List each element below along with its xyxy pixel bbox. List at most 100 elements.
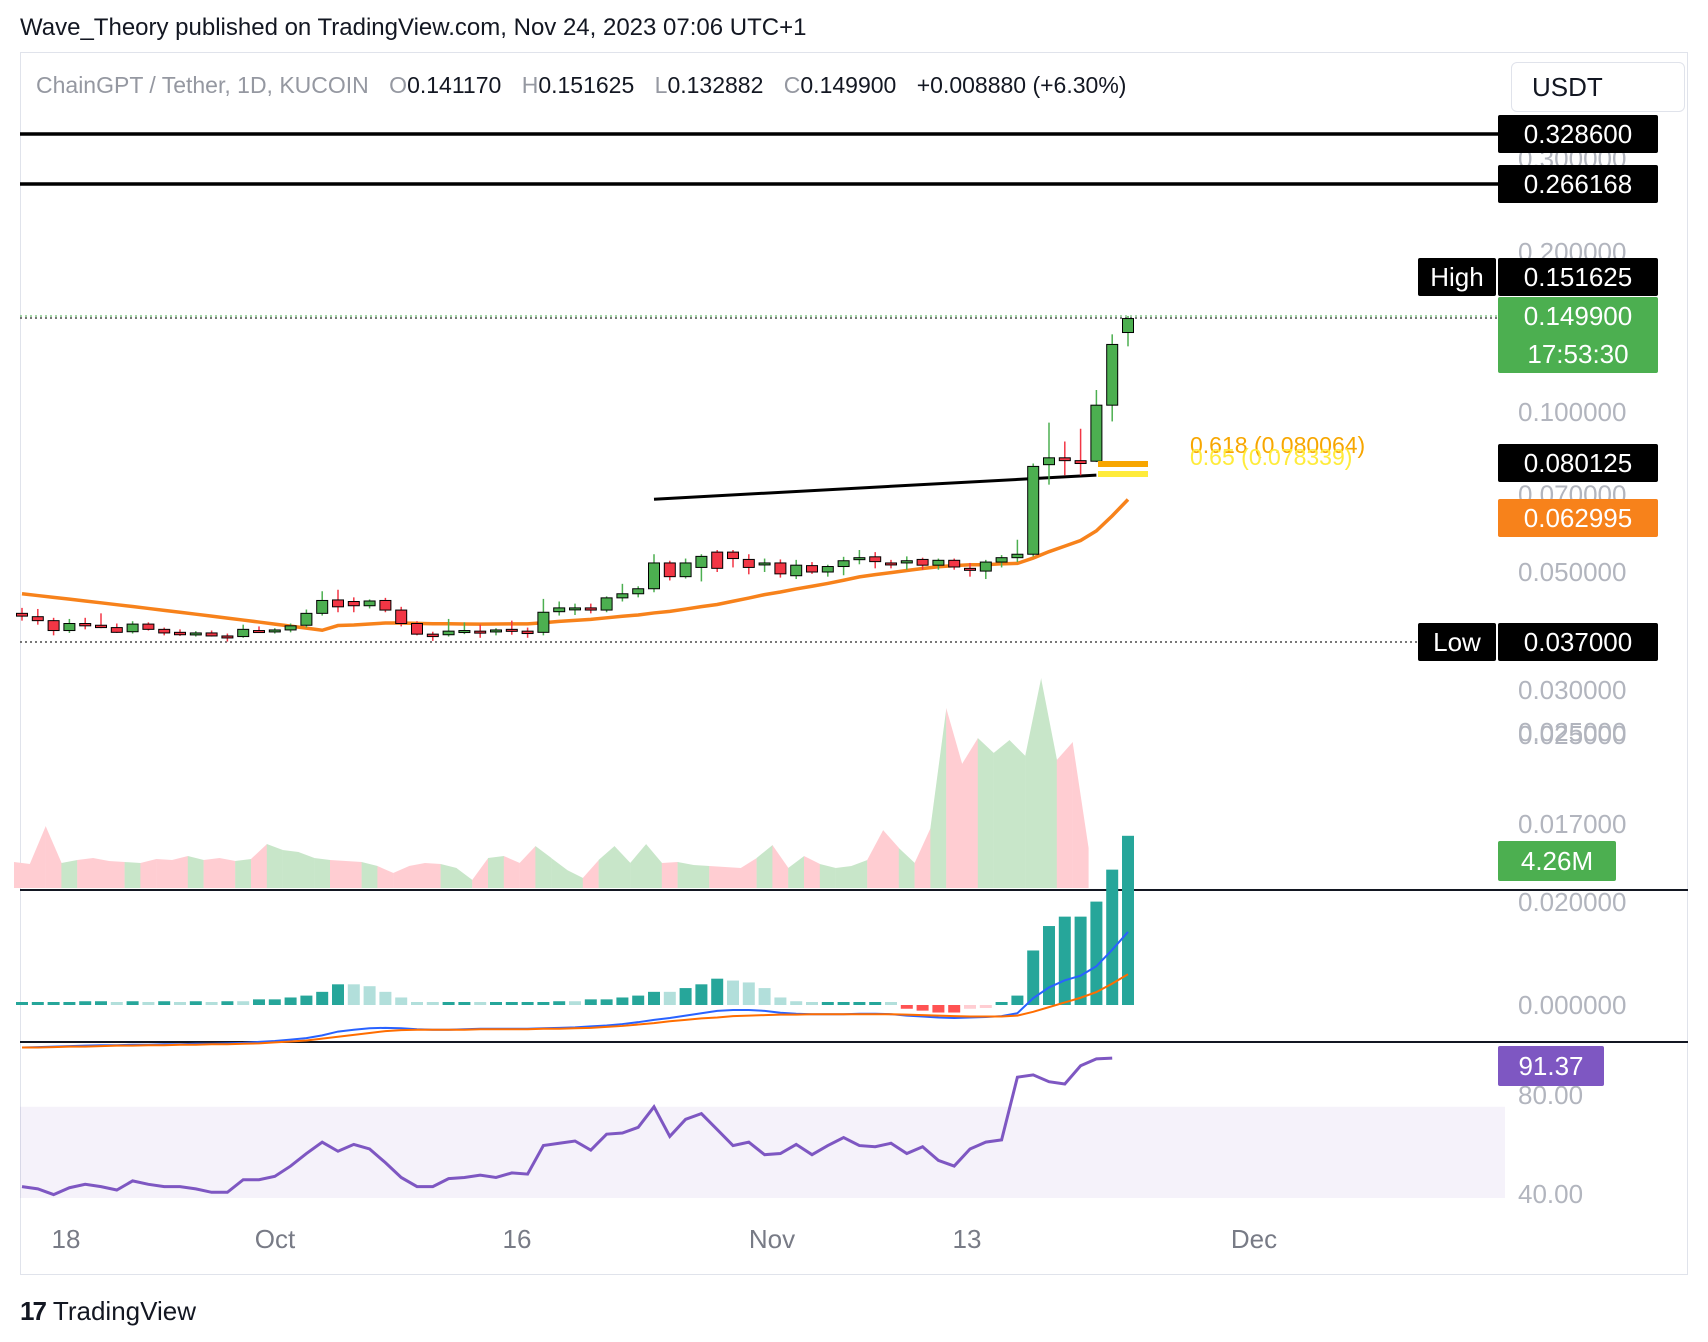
macd-histogram-bar — [1043, 926, 1055, 1005]
candle-body — [600, 597, 613, 611]
candle-body — [110, 627, 123, 633]
macd-histogram-bar — [237, 1001, 250, 1005]
symbol-legend: ChainGPT / Tether, 1D, KUCOIN O0.141170 … — [36, 72, 1126, 99]
rsi-label-box — [1498, 1046, 1604, 1086]
x-axis-tick: Nov — [749, 1224, 795, 1254]
volume-area-segment — [456, 868, 473, 888]
macd-histogram-bar — [1058, 916, 1071, 1005]
volume-area-segment — [93, 858, 109, 888]
candle-body — [63, 623, 76, 632]
volume-area-segment — [977, 738, 994, 888]
volume-area-segment — [535, 846, 552, 888]
candle-body — [505, 628, 518, 632]
symbol-name[interactable]: ChainGPT / Tether, 1D, KUCOIN — [36, 72, 369, 98]
volume-area-segment — [377, 866, 394, 888]
macd-axis-tick: 0.020000 — [1518, 887, 1626, 917]
macd-axis-tick: 0.000000 — [1518, 990, 1626, 1020]
candle-body — [885, 562, 897, 566]
macd-histogram-bar — [821, 1002, 834, 1005]
volume-area-segment — [914, 828, 931, 888]
volume-area-segment — [124, 862, 141, 888]
volume-area-segment — [646, 844, 662, 888]
price-axis-tick: 0.050000 — [1518, 557, 1626, 587]
candle-body — [1106, 343, 1119, 406]
price-label-tag-box — [1418, 623, 1496, 661]
candle-body — [1058, 457, 1071, 462]
volume-area-segment — [172, 856, 188, 888]
volume-area-segment — [203, 858, 220, 888]
close-value: 0.149900 — [800, 72, 897, 98]
low-value: 0.132882 — [667, 72, 764, 98]
price-label-tag: High — [1430, 262, 1483, 292]
macd-histogram-bar — [47, 1002, 60, 1005]
x-axis-tick: Oct — [255, 1224, 296, 1254]
macd-histogram-bar — [316, 991, 329, 1005]
candle-body — [932, 559, 945, 566]
macd-histogram-bar — [1122, 835, 1134, 1005]
volume-area-segment — [45, 826, 62, 888]
volume-area-segment — [140, 859, 157, 888]
macd-histogram-bar — [837, 1002, 850, 1005]
macd-histogram-bar — [158, 1001, 171, 1005]
tradingview-logo-icon: 17 — [20, 1296, 47, 1326]
volume-last-value: 4.26M — [1521, 846, 1593, 876]
tradingview-logo[interactable]: 17 TradingView — [20, 1296, 196, 1327]
macd-histogram-bar — [490, 1002, 502, 1005]
candle-body — [126, 623, 139, 633]
candle-body — [632, 588, 645, 595]
volume-area-segment — [1041, 678, 1057, 888]
macd-histogram-bar — [711, 978, 724, 1005]
candle-body — [948, 559, 961, 568]
candle-body — [869, 556, 882, 563]
candle-body — [300, 612, 313, 626]
candle-body — [442, 630, 455, 636]
rsi-last-value: 91.37 — [1518, 1051, 1583, 1081]
candle-body — [16, 612, 28, 617]
macd-histogram-bar — [16, 1002, 28, 1005]
macd-histogram-bar — [442, 1002, 455, 1005]
macd-histogram-bar — [31, 1002, 44, 1005]
change-value: +0.008880 (+6.30%) — [916, 72, 1127, 98]
candle-body — [1027, 465, 1040, 555]
volume-area-segment — [219, 858, 236, 888]
brand-name: TradingView — [52, 1296, 196, 1326]
price-axis-tick: 0.100000 — [1518, 397, 1626, 427]
volume-area-segment — [598, 846, 615, 888]
macd-histogram-bar — [900, 1005, 913, 1009]
volume-area-segment — [661, 862, 678, 888]
candle-body — [979, 561, 992, 572]
candle-body — [347, 601, 360, 607]
candle-body — [316, 599, 329, 614]
volume-area-segment — [1025, 678, 1042, 888]
candle-body — [268, 629, 281, 633]
x-axis-tick: 13 — [953, 1224, 982, 1254]
candle-body — [1122, 318, 1134, 334]
macd-histogram-bar — [284, 997, 297, 1005]
trend-line — [653, 473, 1097, 501]
candle-body — [616, 593, 629, 599]
macd-histogram-bar — [221, 1001, 234, 1005]
macd-histogram-bar — [521, 1002, 534, 1005]
macd-histogram-bar — [995, 1002, 1008, 1005]
volume-area-segment — [1009, 740, 1026, 888]
candle-body — [411, 623, 423, 635]
currency-unit-button[interactable]: USDT — [1511, 62, 1685, 112]
volume-area-segment — [14, 862, 30, 888]
macd-histogram-bar — [300, 995, 313, 1005]
macd-histogram-bar — [648, 991, 660, 1005]
macd-histogram-bar — [979, 1005, 992, 1008]
macd-histogram-bar — [426, 1002, 439, 1005]
volume-area-segment — [867, 830, 884, 888]
volume-area-segment — [314, 858, 331, 888]
macd-line — [21, 931, 1129, 1049]
macd-histogram-bar — [569, 1001, 581, 1005]
candle-body — [569, 607, 581, 611]
volume-area-segment — [756, 845, 773, 888]
macd-histogram-bar — [142, 1002, 155, 1005]
macd-histogram-bar — [126, 1001, 139, 1005]
countdown-label: 17:53:30 — [1527, 339, 1628, 369]
x-axis-tick: Dec — [1231, 1224, 1277, 1254]
volume-area-segment — [993, 740, 1010, 888]
price-label-value: 0.037000 — [1524, 627, 1632, 657]
